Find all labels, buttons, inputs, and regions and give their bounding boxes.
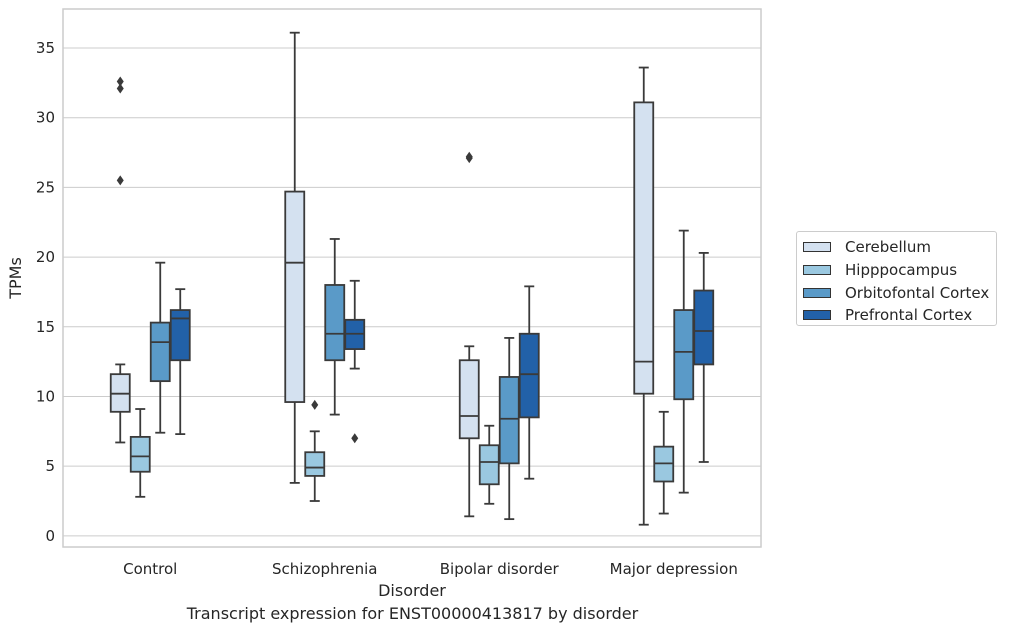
outlier-point: [116, 76, 124, 87]
x-axis-title: Disorder: [378, 581, 446, 600]
box-2-1: [324, 238, 346, 416]
outlier-point: [351, 433, 359, 444]
box-iqr: [284, 190, 306, 403]
box-1-3: [653, 410, 675, 515]
y-tick-label: 30: [36, 109, 55, 127]
outlier-point: [311, 399, 319, 410]
box-3-3: [693, 252, 715, 463]
box-0-2: [458, 151, 480, 518]
y-tick-label: 0: [45, 527, 55, 545]
x-tick-label: Bipolar disorder: [440, 560, 560, 578]
chart-caption: Transcript expression for ENST0000041381…: [186, 604, 639, 623]
y-tick-label: 15: [36, 318, 55, 336]
legend-item: Hipppocampus: [803, 259, 996, 282]
box-2-2: [498, 337, 520, 521]
box-iqr: [129, 435, 151, 473]
box-iqr: [673, 309, 695, 401]
outlier-point: [116, 175, 124, 186]
y-axis-ticks: 0 5 10 15 20 25 30 35: [36, 39, 55, 545]
box-plot-series: [109, 31, 715, 526]
plot-border: [62, 8, 762, 548]
box-1-2: [478, 424, 500, 505]
legend-label: Orbitofontal Cortex: [845, 283, 990, 302]
y-tick-label: 5: [45, 457, 55, 475]
y-tick-label: 35: [36, 39, 55, 57]
box-iqr: [478, 444, 500, 486]
box-3-1: [344, 279, 366, 444]
legend-swatch: [803, 310, 831, 321]
legend-swatch: [803, 287, 831, 298]
box-1-0: [129, 408, 151, 498]
box-2-3: [673, 229, 695, 494]
box-iqr: [498, 376, 520, 465]
legend-label: Hipppocampus: [845, 261, 958, 280]
box-0-1: [284, 31, 306, 484]
y-tick-label: 10: [36, 387, 55, 405]
box-1-1: [304, 399, 326, 502]
x-tick-label: Control: [123, 560, 177, 578]
y-tick-label: 20: [36, 248, 55, 266]
legend-label: Prefrontal Cortex: [845, 306, 973, 325]
outlier-point: [116, 83, 124, 94]
box-3-2: [518, 285, 540, 480]
legend-swatch: [803, 265, 831, 276]
box-iqr: [304, 451, 326, 477]
box-iqr: [633, 101, 655, 395]
legend-label: Cerebellum: [845, 238, 931, 257]
legend-item: Prefrontal Cortex: [803, 304, 996, 327]
y-axis-title: TPMs: [6, 257, 25, 300]
box-3-0: [169, 288, 191, 436]
plot-frame: [62, 8, 762, 548]
box-iqr: [149, 321, 171, 383]
box-iqr: [458, 359, 480, 440]
x-axis-ticks: Control Schizophrenia Bipolar disorder Majo…: [123, 560, 738, 578]
box-iqr: [324, 284, 346, 362]
box-iqr: [169, 309, 191, 362]
x-tick-label: Major depression: [610, 560, 738, 578]
legend-swatch: [803, 242, 831, 253]
outlier-point: [465, 151, 473, 162]
box-0-3: [633, 66, 655, 526]
y-tick-label: 25: [36, 178, 55, 196]
legend-item: Cerebellum: [803, 236, 996, 259]
legend-item: Orbitofontal Cortex: [803, 281, 996, 304]
x-tick-label: Schizophrenia: [272, 560, 377, 578]
box-iqr: [518, 332, 540, 419]
box-iqr: [693, 289, 715, 366]
box-2-0: [149, 261, 171, 434]
legend: Cerebellum Hipppocampus Orbitofontal Corte…: [796, 231, 997, 326]
box-0-0: [109, 76, 131, 444]
